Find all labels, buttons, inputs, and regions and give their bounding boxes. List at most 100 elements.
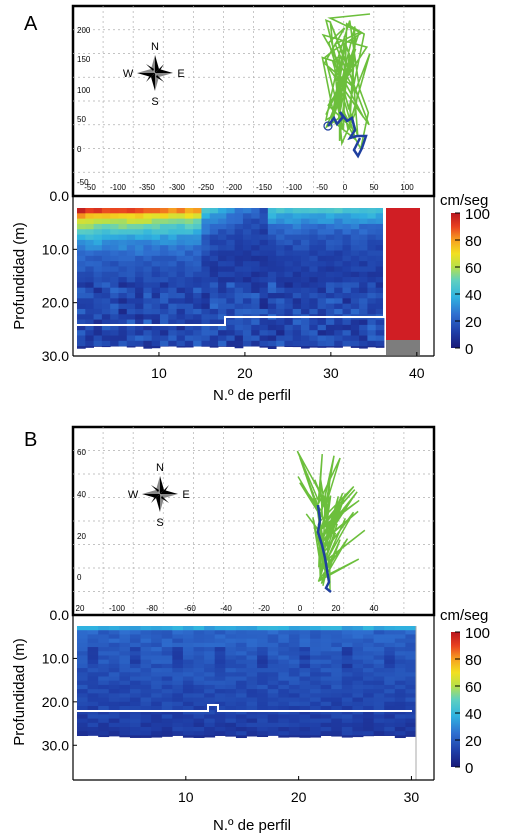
heatmap-cell xyxy=(151,651,163,656)
heatmap-cell xyxy=(119,651,131,656)
heatmap-cell xyxy=(182,735,194,738)
heatmap-cell xyxy=(110,250,119,257)
heatmap-cell xyxy=(234,229,244,235)
heatmap-cell xyxy=(119,655,131,661)
heatmap-cell xyxy=(301,229,310,235)
heatmap-cell xyxy=(310,731,322,736)
heatmap-cell xyxy=(168,271,177,278)
heatmap-cell xyxy=(193,735,205,738)
heatmap-cell xyxy=(110,245,119,251)
heatmap-cell xyxy=(108,714,120,719)
heatmap-cell xyxy=(259,303,269,310)
heatmap-cell xyxy=(176,314,186,320)
heatmap-cell xyxy=(118,308,128,315)
heatmap-cell xyxy=(267,697,279,703)
heatmap-cell xyxy=(226,245,236,251)
heatmap-cell xyxy=(140,705,152,711)
heatmap-cell xyxy=(101,303,111,310)
heatmap-cell xyxy=(159,319,169,326)
heatmap-cell xyxy=(172,722,184,728)
depth-tick-label: 30.0 xyxy=(42,348,69,364)
heatmap-cell xyxy=(309,250,319,257)
heatmap-cell xyxy=(375,298,385,305)
stick-x-tick-label: -250 xyxy=(198,183,215,192)
heatmap-cell xyxy=(101,239,111,246)
heatmap-cell xyxy=(135,255,144,262)
heatmap-cell xyxy=(384,638,396,644)
profile-tick-label: 20 xyxy=(237,365,253,381)
heatmap-cell xyxy=(405,630,417,635)
heatmap-cell xyxy=(375,245,385,251)
panel-a-reference-bar-bottom xyxy=(386,340,420,355)
heatmap-cell xyxy=(143,239,153,246)
heatmap-cell xyxy=(201,282,211,289)
heatmap-cell xyxy=(352,714,364,719)
heatmap-cell xyxy=(135,303,144,310)
heatmap-cell xyxy=(176,223,186,230)
heatmap-cell xyxy=(101,324,111,331)
heatmap-cell xyxy=(288,655,300,661)
heatmap-cell xyxy=(234,255,244,262)
heatmap-cell xyxy=(235,684,247,690)
heatmap-cell xyxy=(118,208,128,214)
heatmap-cell xyxy=(151,735,163,738)
heatmap-cell xyxy=(209,271,219,278)
heatmap-cell xyxy=(77,642,88,648)
heatmap-cell xyxy=(151,626,163,631)
heatmap-cell xyxy=(317,324,327,331)
heatmap-cell xyxy=(118,340,128,347)
heatmap-cell xyxy=(242,271,252,278)
heatmap-cell xyxy=(234,324,244,331)
heatmap-cell xyxy=(394,630,406,635)
heatmap-cell xyxy=(299,634,311,640)
heatmap-cell xyxy=(161,710,173,715)
heatmap-cell xyxy=(363,651,375,656)
heatmap-cell xyxy=(118,282,128,289)
heatmap-cell xyxy=(85,245,94,251)
heatmap-cell xyxy=(101,330,111,336)
heatmap-cell xyxy=(172,731,184,736)
heatmap-cell xyxy=(119,642,131,648)
heatmap-cell xyxy=(135,239,144,246)
heatmap-cell xyxy=(204,663,216,669)
heatmap-cell xyxy=(363,655,375,661)
heatmap-cell xyxy=(201,303,211,310)
depth-tick-label: 10.0 xyxy=(42,650,69,666)
heatmap-cell xyxy=(284,324,294,331)
heatmap-cell xyxy=(257,710,269,715)
heatmap-cell xyxy=(317,340,327,347)
heatmap-cell xyxy=(126,314,136,320)
heatmap-cell xyxy=(235,651,247,656)
heatmap-cell xyxy=(251,298,260,305)
heatmap-cell xyxy=(375,255,385,262)
heatmap-cell xyxy=(334,303,343,310)
heatmap-cell xyxy=(218,213,227,220)
heatmap-cell xyxy=(218,340,227,347)
heatmap-cell xyxy=(77,701,88,707)
heatmap-cell xyxy=(309,271,319,278)
heatmap-cell xyxy=(193,693,205,698)
heatmap-cell xyxy=(93,340,103,347)
heatmap-cell xyxy=(334,208,343,214)
heatmap-cell xyxy=(226,250,236,257)
heatmap-cell xyxy=(182,722,194,728)
heatmap-cell xyxy=(129,697,141,703)
heatmap-cell xyxy=(172,718,184,724)
heatmap-cell xyxy=(292,245,302,251)
heatmap-cell xyxy=(108,684,120,690)
heatmap-cell xyxy=(288,634,300,640)
heatmap-cell xyxy=(292,239,302,246)
heatmap-cell xyxy=(204,638,216,644)
heatmap-cell xyxy=(242,282,252,289)
heatmap-cell xyxy=(342,282,352,289)
heatmap-cell xyxy=(235,634,247,640)
heatmap-cell xyxy=(101,250,111,257)
heatmap-cell xyxy=(151,718,163,724)
heatmap-cell xyxy=(309,277,319,283)
heatmap-cell xyxy=(292,271,302,278)
heatmap-cell xyxy=(363,693,375,698)
heatmap-cell xyxy=(108,731,120,736)
heatmap-cell xyxy=(342,308,352,315)
heatmap-cell xyxy=(140,659,152,665)
heatmap-cell xyxy=(246,642,258,648)
